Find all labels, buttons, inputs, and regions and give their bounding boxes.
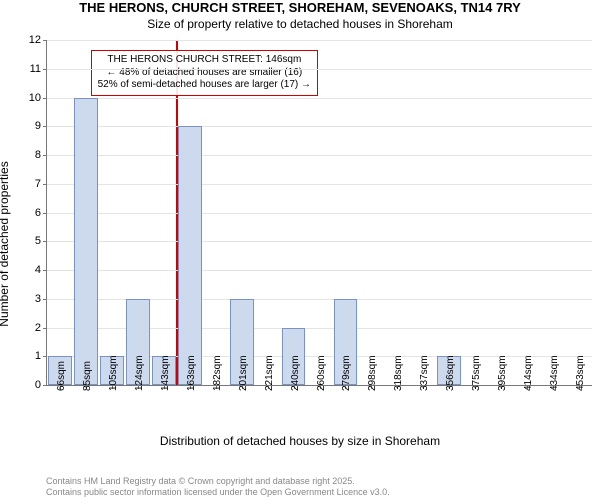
x-tick-label: 143sqm (160, 355, 171, 391)
y-tick-label: 5 (35, 235, 47, 247)
y-tick-label: 0 (35, 379, 47, 391)
gridline (47, 213, 592, 214)
x-tick-label: 279sqm (341, 355, 352, 391)
x-tick-label: 163sqm (186, 355, 197, 391)
footer-line-1: Contains HM Land Registry data © Crown c… (46, 476, 390, 487)
gridline (47, 98, 592, 99)
y-tick-label: 2 (35, 322, 47, 334)
x-tick-label: 201sqm (238, 355, 249, 391)
annotation-line-1: THE HERONS CHURCH STREET: 146sqm (98, 54, 311, 67)
y-tick-label: 3 (35, 293, 47, 305)
plot-area: THE HERONS CHURCH STREET: 146sqm ← 48% o… (46, 40, 592, 386)
y-tick-label: 1 (35, 350, 47, 362)
x-tick-label: 124sqm (134, 355, 145, 391)
y-tick-label: 8 (35, 149, 47, 161)
x-tick-label: 298sqm (367, 355, 378, 391)
y-tick-label: 4 (35, 264, 47, 276)
x-tick-label: 66sqm (56, 361, 67, 391)
x-axis-label: Distribution of detached houses by size … (0, 434, 600, 448)
x-tick-label: 85sqm (82, 361, 93, 391)
chart-title: THE HERONS, CHURCH STREET, SHOREHAM, SEV… (0, 0, 600, 17)
y-tick-label: 10 (29, 92, 47, 104)
bar (178, 126, 202, 385)
x-tick-label: 453sqm (575, 355, 586, 391)
x-tick-label: 414sqm (523, 355, 534, 391)
annotation-box: THE HERONS CHURCH STREET: 146sqm ← 48% o… (91, 50, 318, 96)
x-tick-label: 375sqm (471, 355, 482, 391)
gridline (47, 126, 592, 127)
gridline (47, 40, 592, 41)
x-tick-label: 337sqm (419, 355, 430, 391)
footer-line-2: Contains public sector information licen… (46, 487, 390, 498)
x-tick-label: 356sqm (445, 355, 456, 391)
y-tick-label: 12 (29, 34, 47, 46)
x-tick-label: 221sqm (264, 355, 275, 391)
chart-area: Number of detached properties THE HERONS… (0, 34, 600, 454)
gridline (47, 241, 592, 242)
x-tick-label: 240sqm (290, 355, 301, 391)
x-tick-label: 395sqm (497, 355, 508, 391)
y-tick-label: 7 (35, 178, 47, 190)
gridline (47, 69, 592, 70)
y-axis-label: Number of detached properties (0, 161, 11, 326)
x-tick-label: 105sqm (108, 355, 119, 391)
x-tick-label: 434sqm (549, 355, 560, 391)
chart-footer: Contains HM Land Registry data © Crown c… (46, 476, 390, 498)
gridline (47, 184, 592, 185)
y-tick-label: 6 (35, 207, 47, 219)
chart-container: THE HERONS, CHURCH STREET, SHOREHAM, SEV… (0, 0, 600, 500)
x-tick-label: 318sqm (393, 355, 404, 391)
x-tick-label: 182sqm (212, 355, 223, 391)
gridline (47, 270, 592, 271)
annotation-line-3: 52% of semi-detached houses are larger (… (98, 79, 311, 92)
x-tick-label: 260sqm (316, 355, 327, 391)
chart-subtitle: Size of property relative to detached ho… (0, 17, 600, 33)
bar (74, 98, 98, 386)
y-tick-label: 11 (30, 63, 47, 75)
gridline (47, 155, 592, 156)
y-tick-label: 9 (35, 120, 47, 132)
